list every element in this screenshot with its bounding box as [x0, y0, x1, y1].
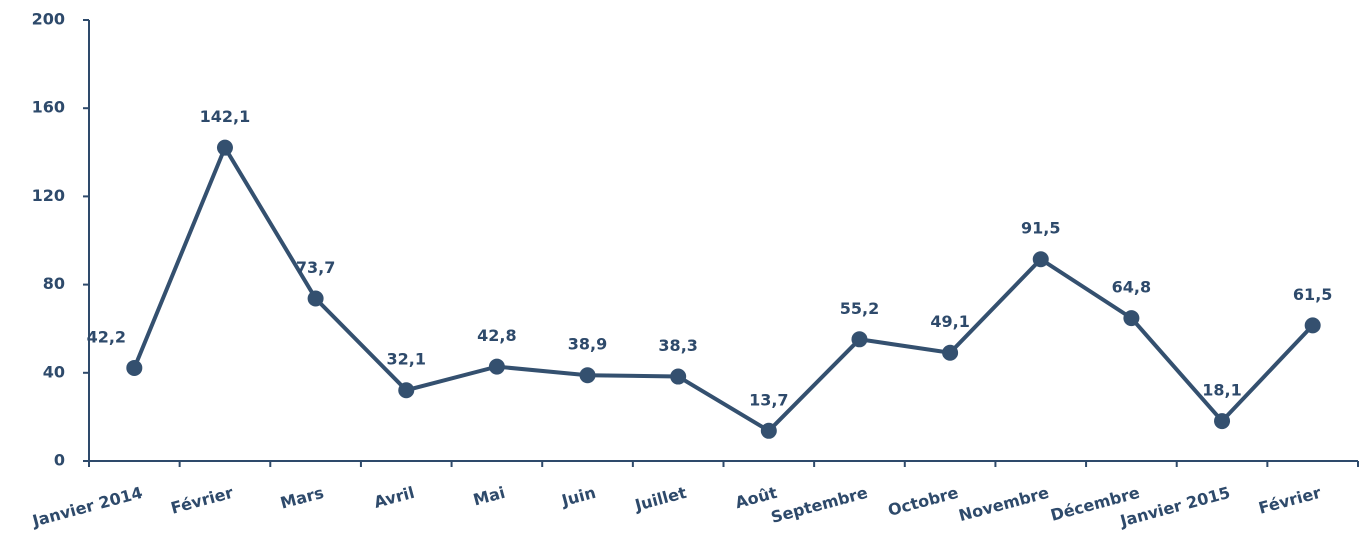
line [132, 143, 1315, 434]
data-label: 32,1 [387, 350, 426, 369]
point [126, 359, 143, 376]
x-tick-label: Septembre [769, 483, 870, 527]
y-tick-label: 200 [32, 10, 65, 29]
point [488, 358, 505, 375]
x-tick-label: Novembre [957, 483, 1051, 525]
point [398, 382, 415, 399]
x-tick-label: Octobre [886, 483, 961, 520]
data-label: 91,5 [1021, 219, 1060, 238]
data-label: 38,3 [658, 336, 697, 355]
x-tick-label: Mars [278, 483, 326, 513]
point [1032, 251, 1049, 268]
data-label: 49,1 [930, 312, 969, 331]
data-label: 42,2 [87, 327, 126, 346]
x-tick-label: Février [169, 483, 236, 518]
data-label: 55,2 [840, 299, 879, 318]
x-tick-label: Janvier 2014 [30, 483, 145, 531]
data-label: 73,7 [296, 258, 335, 277]
point [760, 422, 777, 439]
point [1214, 413, 1231, 430]
point [1304, 317, 1321, 334]
point [307, 290, 324, 307]
x-tick-label: Février [1256, 483, 1323, 518]
data-label: 18,1 [1202, 381, 1241, 400]
y-tick-label: 120 [32, 186, 65, 205]
point [216, 139, 233, 156]
point [851, 331, 868, 348]
data-label: 142,1 [200, 107, 251, 126]
x-tick-label: Juin [559, 483, 598, 510]
data-label: 38,9 [568, 335, 607, 354]
y-tick-label: 40 [43, 362, 65, 381]
point [670, 368, 687, 385]
point [1123, 310, 1140, 327]
data-label: 64,8 [1112, 278, 1151, 297]
data-label: 61,5 [1293, 285, 1332, 304]
data-label: 42,8 [477, 326, 516, 345]
y-tick-label: 0 [54, 451, 65, 470]
point [579, 367, 596, 384]
x-tick-label: Juillet [632, 483, 689, 515]
y-tick-label: 160 [32, 98, 65, 117]
point [942, 344, 959, 361]
x-tick-label: Avril [372, 483, 417, 512]
data-label: 13,7 [749, 390, 788, 409]
x-tick-label: Mai [471, 483, 507, 510]
y-tick-label: 80 [43, 274, 65, 293]
